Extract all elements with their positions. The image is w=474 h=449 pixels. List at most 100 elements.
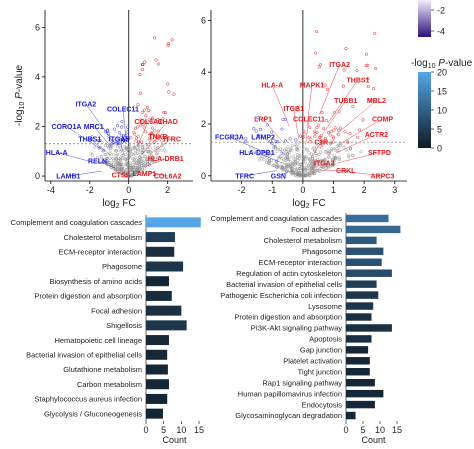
data-point xyxy=(271,145,276,150)
data-point xyxy=(327,155,331,159)
bar xyxy=(346,389,384,398)
gene-label: TNXB xyxy=(148,134,167,141)
bar xyxy=(346,247,384,256)
data-point xyxy=(329,140,333,144)
category-label: Shigellosis xyxy=(106,321,142,330)
data-point xyxy=(105,128,110,132)
data-point xyxy=(129,174,133,178)
pathway-bar-chart-1: Complement and coagulation cascades Chole… xyxy=(11,215,204,445)
gene-label: THBS1 xyxy=(347,77,370,84)
data-point xyxy=(306,172,310,177)
data-point xyxy=(118,167,122,172)
data-point xyxy=(314,152,318,156)
data-point xyxy=(269,139,273,143)
data-point xyxy=(120,167,124,171)
data-point xyxy=(163,111,167,115)
data-point xyxy=(157,148,161,152)
data-point xyxy=(308,140,312,144)
data-point xyxy=(121,153,125,157)
data-point xyxy=(257,154,261,158)
data-point xyxy=(147,109,151,113)
data-point xyxy=(141,147,145,151)
data-point xyxy=(351,153,355,157)
data-point xyxy=(372,87,376,91)
data-point xyxy=(280,157,284,161)
bar xyxy=(146,349,168,360)
data-point xyxy=(305,147,309,151)
data-point xyxy=(342,68,346,72)
data-point xyxy=(331,136,336,140)
legend-tick-label: -2 xyxy=(437,6,445,16)
data-point xyxy=(116,141,121,146)
data-point xyxy=(275,149,279,153)
data-point xyxy=(308,161,312,165)
data-point xyxy=(298,173,302,177)
gene-label: HLA-A xyxy=(46,150,68,157)
data-point xyxy=(305,148,309,152)
data-point xyxy=(125,147,129,151)
bar xyxy=(146,246,175,257)
data-point xyxy=(144,114,148,118)
category-label: Gap junction xyxy=(300,346,342,355)
category-label: Glutathione metabolism xyxy=(63,365,142,374)
data-point xyxy=(297,141,301,145)
data-point xyxy=(357,128,362,132)
category-label: Tight junction xyxy=(298,367,342,376)
data-point xyxy=(116,158,120,163)
data-point xyxy=(322,158,326,162)
gene-label: MBL2 xyxy=(367,98,386,105)
data-point xyxy=(116,164,120,168)
data-point xyxy=(148,138,152,142)
data-point xyxy=(153,129,157,133)
data-point xyxy=(294,138,298,142)
data-point xyxy=(93,145,97,149)
data-point xyxy=(104,153,108,157)
data-point xyxy=(289,147,293,151)
data-point xyxy=(298,134,303,138)
data-point xyxy=(338,143,342,147)
data-point xyxy=(289,160,293,164)
data-point xyxy=(249,145,253,149)
data-point xyxy=(301,174,305,178)
data-point xyxy=(141,122,145,126)
data-point xyxy=(124,170,128,174)
data-point xyxy=(256,116,260,120)
label-leader-line xyxy=(338,170,383,177)
bar xyxy=(346,225,401,234)
data-point xyxy=(136,166,140,170)
data-point xyxy=(333,158,337,162)
data-point xyxy=(125,163,129,167)
data-point xyxy=(323,161,327,165)
data-point xyxy=(266,148,270,152)
x-axis-label: log2 FC xyxy=(292,198,325,210)
data-point xyxy=(132,130,136,134)
bar xyxy=(346,411,356,420)
data-point xyxy=(295,148,299,152)
data-point xyxy=(280,127,284,131)
category-label: Protein digestion and absorption xyxy=(234,313,342,322)
data-point xyxy=(339,126,343,130)
data-point xyxy=(293,142,298,146)
data-point xyxy=(103,143,107,148)
category-label: Staphylococcus aureus infection xyxy=(34,395,142,404)
data-point xyxy=(133,126,138,130)
data-point xyxy=(136,159,140,163)
data-point xyxy=(343,130,347,134)
gene-label: ITGA5 xyxy=(109,136,130,143)
gene-label: ARPC3 xyxy=(371,173,395,180)
data-point xyxy=(335,149,339,153)
data-point xyxy=(339,141,343,145)
data-point xyxy=(140,140,144,144)
data-point xyxy=(167,90,171,94)
data-point xyxy=(133,146,137,150)
data-point xyxy=(139,149,143,153)
data-point xyxy=(319,139,323,143)
gene-label: HLA-DRB1 xyxy=(148,156,184,163)
data-point xyxy=(244,140,248,144)
data-point xyxy=(136,170,140,175)
data-point xyxy=(254,129,258,133)
data-point xyxy=(115,142,119,146)
data-point xyxy=(103,130,108,134)
data-point xyxy=(136,103,140,107)
x-tick-label: -4 xyxy=(47,185,55,195)
